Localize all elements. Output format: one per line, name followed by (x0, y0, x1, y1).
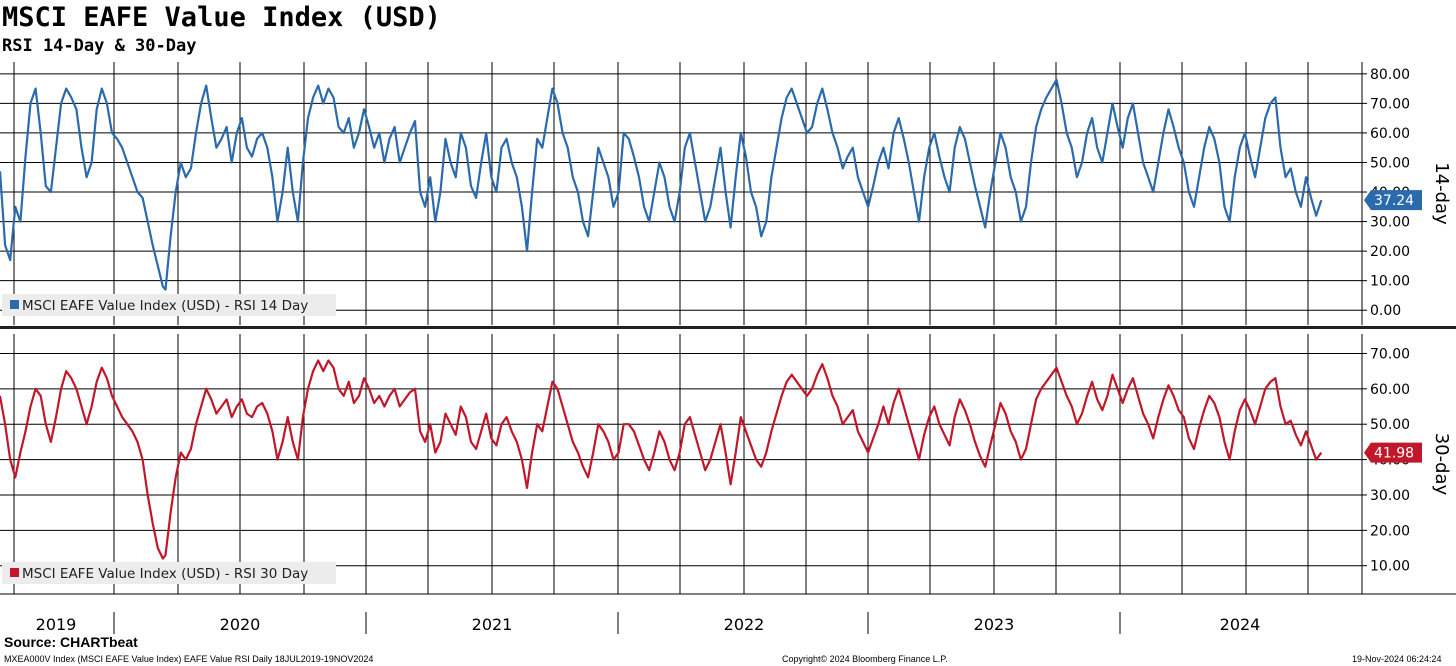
legend-box (2, 562, 336, 584)
panel-14-day: 0.0010.0020.0030.0040.0050.0060.0070.008… (0, 62, 1452, 325)
y-tick-label: 80.00 (1370, 67, 1410, 83)
y-tick-label: 60.00 (1370, 382, 1410, 398)
panel-separator (0, 326, 1456, 329)
series-line-30-day (0, 359, 1323, 560)
y-tick-label: 60.00 (1370, 126, 1410, 142)
y-tick-label: 10.00 (1370, 274, 1410, 290)
last-value-tag (1364, 190, 1422, 211)
legend-swatch (10, 300, 19, 309)
y-tick-label: 20.00 (1370, 523, 1410, 539)
y-tick-label: 30.00 (1370, 215, 1410, 231)
y-tick-label: 70.00 (1370, 96, 1410, 112)
y-tick-label: 0.00 (1370, 303, 1401, 319)
last-value-label: 41.98 (1374, 446, 1414, 462)
panel-30-day: 10.0020.0030.0040.0050.0060.0070.0041.98… (0, 334, 1452, 594)
panel-side-label: 30-day (1431, 433, 1452, 496)
chart-subtitle: RSI 14-Day & 30-Day (2, 36, 197, 56)
legend-label: MSCI EAFE Value Index (USD) - RSI 14 Day (22, 298, 308, 314)
last-value-label: 37.24 (1374, 193, 1414, 209)
legend-label: MSCI EAFE Value Index (USD) - RSI 30 Day (22, 566, 308, 582)
y-tick-label: 20.00 (1370, 244, 1410, 260)
y-tick-label: 50.00 (1370, 155, 1410, 171)
x-tick-label: 2021 (472, 615, 513, 634)
legend-swatch (10, 568, 19, 577)
y-tick-label: 70.00 (1370, 346, 1410, 362)
footer-copyright: Copyright© 2024 Bloomberg Finance L.P. (782, 654, 948, 664)
footer-timestamp: 19-Nov-2024 06:24:24 (1352, 654, 1442, 664)
series-line-14-day (0, 78, 1323, 291)
y-tick-label: 30.00 (1370, 488, 1410, 504)
source-note: Source: CHARTbeat (4, 634, 138, 650)
chart-title: MSCI EAFE Value Index (USD) (2, 2, 441, 33)
last-value-tag (1364, 442, 1422, 463)
panel-side-label: 14-day (1431, 162, 1452, 225)
footer-index-info: MXEA000V Index (MSCI EAFE Value Index) E… (4, 654, 374, 664)
x-tick-label: 2022 (724, 615, 765, 634)
y-tick-label: 50.00 (1370, 417, 1410, 433)
y-tick-label: 10.00 (1370, 559, 1410, 575)
x-tick-label: 2024 (1220, 615, 1261, 634)
x-tick-label: 2019 (36, 615, 77, 634)
x-tick-label: 2023 (974, 615, 1015, 634)
x-tick-label: 2020 (220, 615, 261, 634)
legend-box (2, 294, 336, 316)
